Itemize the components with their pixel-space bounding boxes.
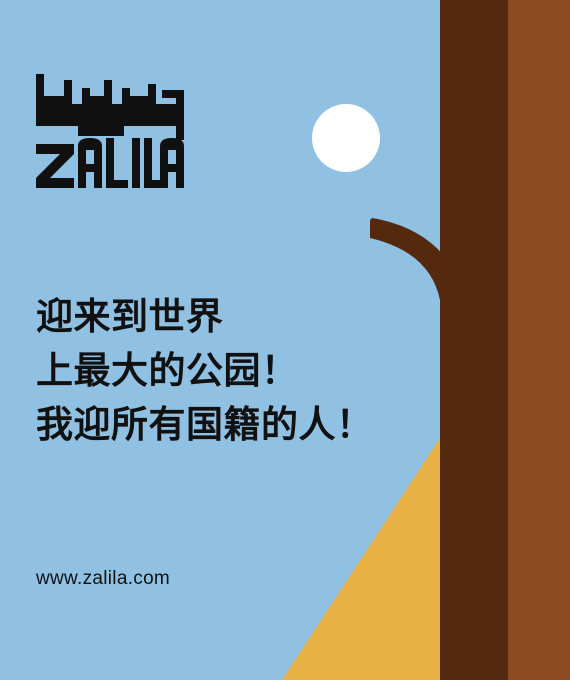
sun-circle	[312, 104, 380, 172]
headline-line-2: 上最大的公园！	[36, 349, 299, 392]
tree-branch	[370, 218, 446, 300]
website-link[interactable]: www.zalila.com	[36, 568, 171, 589]
zalila-logo	[36, 74, 184, 188]
hill-shape	[282, 438, 440, 680]
headline-line-3: 我迎所有国籍的人！	[36, 403, 374, 446]
headline-line-1: 迎来到世界	[36, 295, 224, 338]
tree-trunk-light	[508, 0, 570, 680]
headline: 迎来到世界 上最大的公园！ 我迎所有国籍的人！	[36, 290, 436, 452]
tree-trunk-dark	[440, 0, 508, 680]
